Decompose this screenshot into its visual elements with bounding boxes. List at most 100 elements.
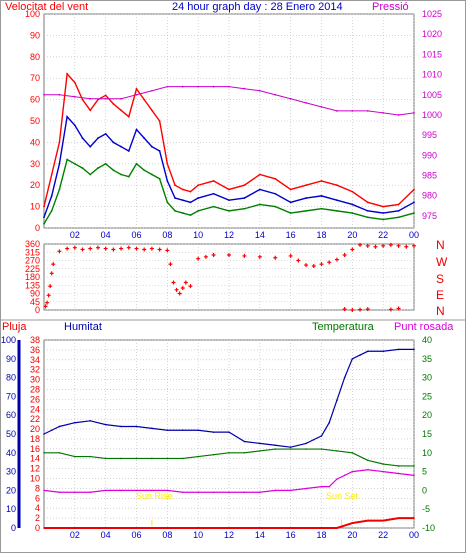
p3-point-2-16 — [289, 489, 292, 492]
p3-humidity-tick-50: 50 — [6, 429, 16, 439]
p2-direction-point-0-35 — [288, 253, 293, 258]
p2-direction-point-0-47 — [381, 243, 386, 248]
p1-point-pressure-4 — [104, 97, 107, 100]
p3-rain-tick-18: 18 — [30, 434, 40, 444]
p3-humidity-tick-40: 40 — [6, 448, 16, 458]
p3-point-0-15 — [259, 442, 261, 445]
p1-y2tick-1015: 1015 — [422, 49, 442, 59]
pressure-title: Pressió — [372, 1, 409, 13]
p1-point-pressure-14 — [258, 89, 261, 92]
p2-direction-point-0-21 — [168, 262, 173, 267]
p1-point-average-10 — [120, 145, 122, 148]
p1-point-speed-14 — [151, 173, 153, 176]
p1-point-speed-30 — [351, 212, 354, 214]
p3-point-1-13 — [243, 452, 246, 454]
p1-point-gust-33 — [397, 203, 400, 206]
p3-point-0-18 — [305, 442, 307, 445]
p3-point-0-25 — [359, 354, 361, 356]
p3-humidity-tick-60: 60 — [6, 410, 16, 420]
p1-point-speed-18 — [181, 212, 184, 214]
p1-point-pressure-16 — [289, 97, 292, 100]
p1-point-speed-26 — [289, 212, 292, 214]
p1-ytick-70: 70 — [30, 73, 40, 83]
p2-direction-point-0-46 — [373, 244, 378, 249]
p1-point-average-16 — [166, 180, 169, 182]
p3-point-2-5 — [120, 489, 122, 492]
p1-y2tick-1005: 1005 — [422, 90, 442, 100]
p2-ytick-45: 45 — [30, 297, 40, 307]
p1-point-average-21 — [212, 192, 215, 195]
p1-point-speed-4 — [73, 162, 76, 165]
p3-point-2-14 — [259, 491, 261, 494]
p1-point-average-5 — [81, 137, 84, 140]
p1-point-pressure-18 — [320, 105, 323, 108]
p2-ytick-135: 135 — [25, 280, 40, 290]
graph-day-title: 24 hour graph day : 28 Enero 2014 — [172, 1, 343, 13]
p3-point-0-23 — [343, 376, 346, 379]
p1-y2tick-1025: 1025 — [422, 9, 442, 19]
p1-point-average-3 — [66, 115, 69, 118]
p1-point-average-23 — [243, 197, 246, 199]
p3-point-2-6 — [135, 489, 138, 492]
p3-xtick-14: 14 — [255, 530, 265, 540]
panel-grids — [44, 13, 415, 529]
p2-direction-point-1-1 — [350, 308, 355, 312]
p1-point-speed-25 — [274, 205, 277, 208]
p3-point-0-11 — [197, 429, 199, 432]
p1-point-gust-6 — [89, 109, 92, 112]
p3-temp-tick-0: 0 — [422, 485, 427, 495]
p2-direction-point-0-2 — [46, 293, 51, 298]
p3-point-2-19 — [328, 485, 331, 488]
p1-y2tick-985: 985 — [422, 171, 437, 181]
p1-point-average-15 — [158, 150, 161, 152]
p1-point-gust-0 — [43, 205, 45, 208]
p2-direction-point-1-2 — [358, 307, 363, 312]
p2-direction-point-0-12 — [103, 246, 108, 251]
p1-point-gust-2 — [58, 141, 61, 144]
p3-xtick-04: 04 — [101, 530, 111, 540]
rain-label: Pluja — [2, 321, 27, 333]
p1-xtick-04: 04 — [101, 230, 111, 240]
p3-point-1-9 — [181, 457, 184, 460]
p2-direction-point-0-10 — [88, 246, 93, 251]
p3-point-2-26 — [413, 474, 415, 477]
p1-point-speed-5 — [81, 167, 84, 169]
p1-point-average-29 — [336, 199, 338, 202]
p3-temp-tick--10: -10 — [422, 523, 435, 533]
p3-point-1-4 — [104, 457, 107, 460]
p2-direction-point-0-8 — [72, 245, 77, 250]
p3-point-2-15 — [274, 489, 277, 492]
p1-point-gust-31 — [366, 201, 369, 204]
p3-point-0-19 — [312, 438, 315, 441]
p1-point-pressure-19 — [336, 110, 338, 112]
p3-humidity-tick-70: 70 — [6, 391, 16, 401]
p3-temp-tick-5: 5 — [422, 467, 427, 477]
p3-temp-tick-35: 35 — [422, 354, 432, 364]
p3-temp-tick-10: 10 — [422, 448, 432, 458]
p3-humidity-tick-20: 20 — [6, 485, 16, 495]
p1-point-speed-15 — [158, 177, 161, 180]
p1-point-pressure-15 — [274, 93, 277, 96]
p1-point-speed-34 — [413, 212, 415, 214]
p1-y2tick-995: 995 — [422, 130, 437, 140]
p3-point-1-6 — [135, 457, 138, 460]
p1-point-average-22 — [228, 199, 230, 202]
p3-point-1-22 — [382, 463, 384, 465]
p3-point-1-5 — [120, 457, 122, 460]
p3-point-1-17 — [305, 448, 307, 450]
p2-direction-point-0-42 — [342, 253, 347, 257]
p2-ytick-0: 0 — [35, 305, 40, 315]
p1-point-speed-23 — [243, 207, 246, 210]
p1-ytick-40: 40 — [30, 137, 40, 147]
p2-direction-point-0-19 — [157, 247, 162, 252]
p1-point-gust-9 — [112, 102, 115, 105]
p2-direction-point-0-18 — [149, 246, 154, 251]
p1-point-gust-21 — [212, 180, 215, 182]
p1-point-speed-2 — [58, 188, 61, 191]
p1-point-gust-19 — [189, 190, 192, 193]
p3-xtick-02: 02 — [70, 530, 80, 540]
p1-point-gust-16 — [166, 162, 169, 165]
p3-humidity-tick-100: 100 — [1, 335, 16, 345]
p1-point-average-9 — [112, 141, 115, 144]
